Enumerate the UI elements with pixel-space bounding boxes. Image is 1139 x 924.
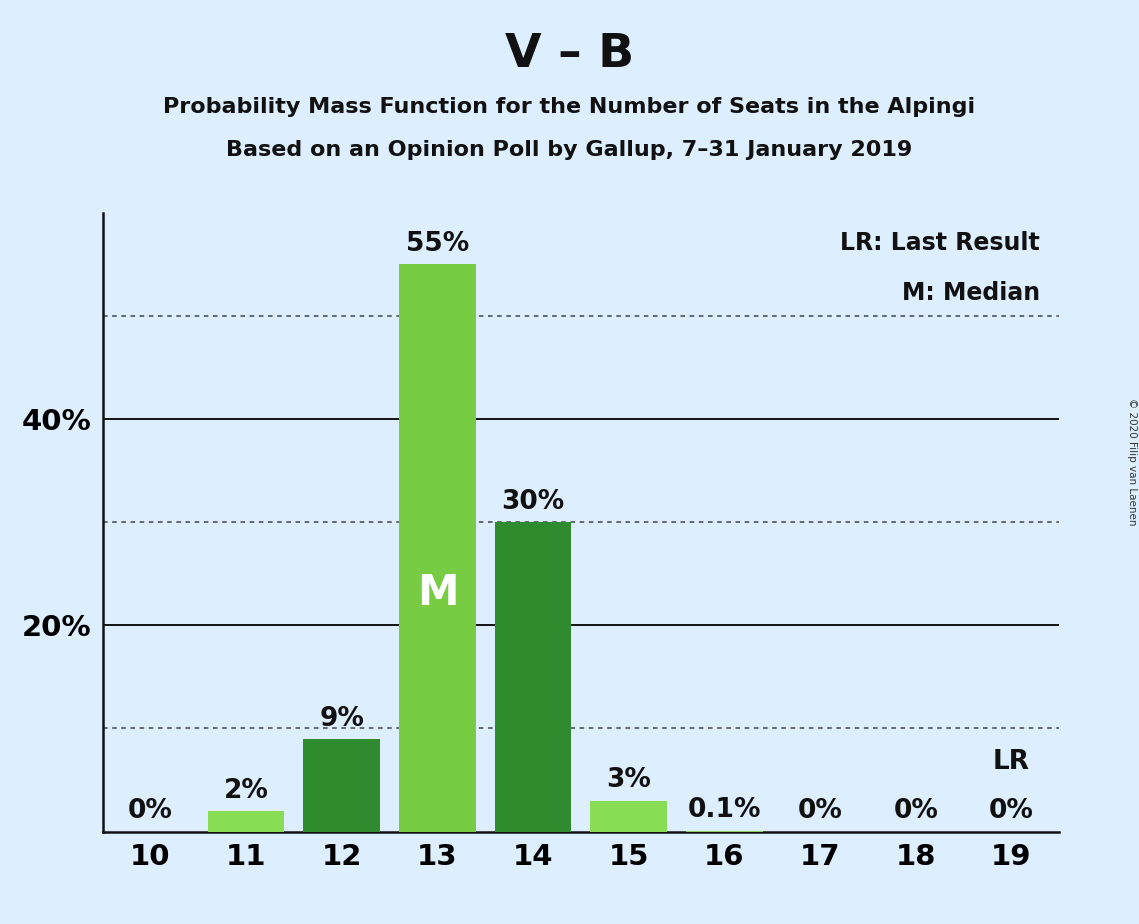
Text: 9%: 9% [319,706,364,732]
Bar [207,811,285,832]
Text: 3%: 3% [606,768,652,794]
Text: 2%: 2% [223,778,269,804]
Text: M: M [417,572,458,614]
Text: 0%: 0% [128,798,173,824]
Bar [494,522,572,832]
Text: Probability Mass Function for the Number of Seats in the Alpingi: Probability Mass Function for the Number… [163,97,976,117]
Text: 0%: 0% [797,798,843,824]
Bar [686,831,763,832]
Text: 30%: 30% [501,489,565,515]
Text: 0%: 0% [989,798,1034,824]
Bar [399,264,476,832]
Text: LR: Last Result: LR: Last Result [841,231,1040,255]
Text: LR: LR [993,748,1030,775]
Text: M: Median: M: Median [902,281,1040,305]
Bar [303,739,380,832]
Text: Based on an Opinion Poll by Gallup, 7–31 January 2019: Based on an Opinion Poll by Gallup, 7–31… [227,140,912,161]
Text: © 2020 Filip van Laenen: © 2020 Filip van Laenen [1126,398,1137,526]
Text: 0%: 0% [893,798,939,824]
Text: 0.1%: 0.1% [688,797,761,823]
Text: 55%: 55% [405,231,469,257]
Text: V – B: V – B [505,32,634,78]
Bar [590,800,667,832]
